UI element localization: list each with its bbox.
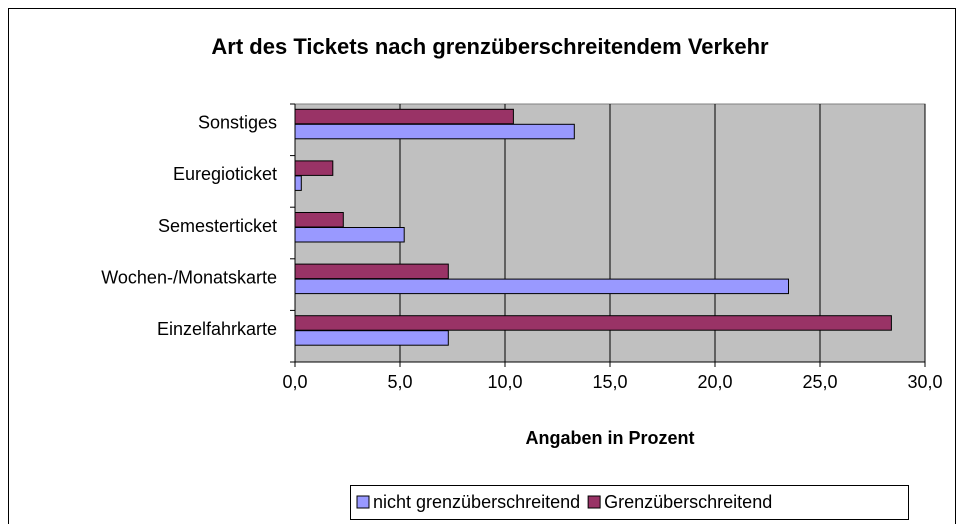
x-axis-label: Angaben in Prozent	[525, 428, 694, 448]
legend-label: nicht grenzüberschreitend	[373, 492, 580, 512]
bar	[294, 212, 344, 228]
bar	[294, 315, 892, 331]
x-tick-label: 5,0	[387, 372, 412, 392]
y-tick-label: Semesterticket	[158, 216, 277, 236]
y-tick-label: Sonstiges	[198, 113, 277, 133]
y-tick-label: Euregioticket	[173, 164, 277, 184]
legend-label: Grenzüberschreitend	[604, 492, 772, 512]
y-tick-label: Wochen-/Monatskarte	[101, 267, 277, 287]
x-tick-label: 10,0	[487, 372, 522, 392]
bar	[294, 278, 789, 295]
x-tick-label: 15,0	[592, 372, 627, 392]
x-tick-label: 30,0	[907, 372, 942, 392]
bar	[294, 227, 405, 243]
bar	[294, 175, 302, 191]
bar	[294, 263, 449, 280]
x-tick-label: 0,0	[282, 372, 307, 392]
bar	[294, 123, 575, 140]
chart-title: Art des Tickets nach grenzüberschreitend…	[211, 34, 769, 59]
legend-swatch	[356, 495, 370, 509]
bar	[294, 160, 334, 176]
x-tick-label: 20,0	[697, 372, 732, 392]
legend-box	[350, 485, 909, 520]
y-tick-label: Einzelfahrkarte	[157, 319, 277, 339]
bar	[294, 108, 514, 125]
bar	[294, 330, 449, 346]
legend-swatch	[587, 495, 601, 509]
x-tick-label: 25,0	[802, 372, 837, 392]
